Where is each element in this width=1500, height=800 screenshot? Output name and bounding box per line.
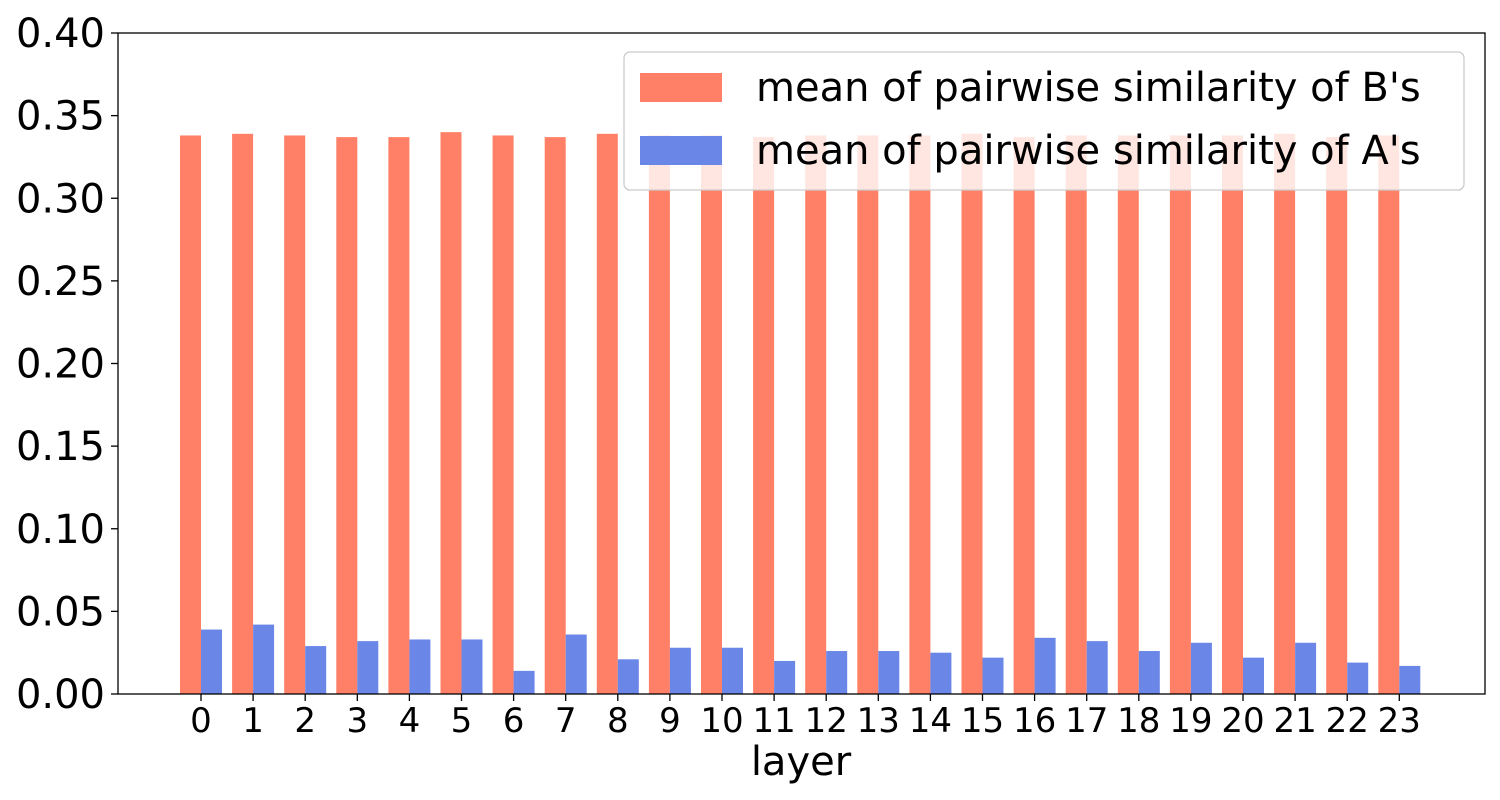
bar-a-layer-2: [305, 646, 327, 694]
bar-a-layer-12: [826, 651, 848, 694]
legend-frame: [623, 51, 1465, 191]
x-tick-label: 3: [346, 701, 368, 741]
x-tick-label: 21: [1273, 701, 1316, 741]
x-tick-label: 22: [1326, 701, 1369, 741]
bar-b-layer-19: [1169, 135, 1191, 694]
x-tick-label: 10: [700, 701, 743, 741]
bar-b-layer-18: [1117, 135, 1139, 694]
bar-a-layer-13: [878, 651, 900, 694]
bar-a-layer-7: [565, 634, 587, 694]
bar-a-layer-0: [201, 629, 222, 694]
y-tick-label: 0.05: [16, 589, 105, 635]
x-tick-label: 9: [659, 701, 681, 741]
x-tick-label: 8: [607, 701, 629, 741]
bar-a-layer-8: [617, 659, 639, 694]
x-tick-label: 14: [909, 701, 952, 741]
series-a-bars: [201, 624, 1421, 694]
bar-b-layer-15: [961, 133, 983, 695]
x-tick-label: 1: [242, 701, 264, 741]
bar-b-layer-7: [544, 137, 566, 695]
bar-a-layer-16: [1034, 637, 1056, 694]
y-tick-label: 0.30: [16, 176, 105, 222]
bar-a-layer-19: [1190, 642, 1212, 694]
bar-a-layer-18: [1138, 651, 1160, 694]
x-tick-label: 5: [451, 701, 473, 741]
bar-a-layer-11: [774, 660, 796, 694]
x-tick-label: 15: [961, 701, 1004, 741]
bar-a-layer-21: [1295, 642, 1317, 694]
x-tick-label: 12: [805, 701, 848, 741]
legend: mean of pairwise similarity of B's mean …: [623, 51, 1465, 191]
y-axis: 0.00 0.05 0.10 0.15 0.20 0.25 0.30 0.35 0.40: [16, 11, 118, 718]
x-tick-label: 18: [1117, 701, 1160, 741]
legend-swatch-b: [640, 73, 722, 102]
x-tick-label: 13: [857, 701, 900, 741]
x-tick-label: 6: [503, 701, 525, 741]
x-tick-label: 16: [1013, 701, 1056, 741]
x-axis: 0 1 2 3 4 5 6 7 8 9 10 11 12 13 14 15 16 17 18 19 20 21 22 23: [190, 694, 1421, 741]
series-b-bars: [180, 132, 1400, 695]
x-tick-label: 7: [555, 701, 577, 741]
bar-a-layer-23: [1399, 665, 1421, 694]
bar-b-layer-16: [1013, 137, 1035, 695]
y-tick-label: 0.40: [16, 11, 105, 57]
bar-b-layer-6: [492, 135, 514, 694]
bar-b-layer-0: [180, 135, 201, 694]
bar-b-layer-1: [232, 133, 254, 695]
bar-b-layer-23: [1378, 135, 1400, 694]
bar-b-layer-17: [1065, 135, 1087, 694]
bar-b-layer-22: [1326, 137, 1348, 695]
bar-b-layer-3: [336, 137, 358, 695]
y-tick-label: 0.15: [16, 424, 105, 470]
bar-b-layer-13: [857, 135, 879, 694]
x-tick-label: 23: [1378, 701, 1421, 741]
bar-a-layer-6: [513, 670, 535, 694]
bar-b-layer-5: [440, 132, 462, 694]
x-tick-label: 2: [294, 701, 316, 741]
y-tick-label: 0.25: [16, 259, 105, 305]
y-tick-label: 0.20: [16, 342, 105, 388]
y-tick-label: 0.10: [16, 507, 105, 553]
bar-a-layer-15: [982, 657, 1004, 694]
x-tick-label: 4: [399, 701, 421, 741]
bar-a-layer-5: [461, 639, 483, 694]
bar-b-layer-11: [753, 137, 775, 695]
bar-a-layer-10: [722, 647, 743, 694]
bar-a-layer-4: [409, 639, 431, 694]
x-tick-label: 19: [1169, 701, 1212, 741]
legend-label-b: mean of pairwise similarity of B's: [756, 65, 1421, 111]
bar-b-layer-9: [648, 135, 670, 694]
y-tick-label: 0.35: [16, 94, 105, 140]
bar-b-layer-20: [1222, 135, 1243, 694]
bar-a-layer-3: [357, 641, 379, 694]
bar-a-layer-20: [1243, 657, 1264, 694]
x-tick-label: 17: [1065, 701, 1108, 741]
legend-label-a: mean of pairwise similarity of A's: [756, 128, 1421, 174]
bar-b-layer-12: [805, 135, 827, 694]
bar-a-layer-14: [930, 652, 952, 694]
bar-b-layer-14: [909, 135, 931, 694]
x-tick-label: 20: [1221, 701, 1264, 741]
x-tick-label: 0: [190, 701, 212, 741]
y-tick-label: 0.00: [16, 672, 105, 718]
bar-b-layer-4: [388, 137, 410, 695]
bar-b-layer-10: [701, 135, 722, 694]
bar-a-layer-22: [1347, 662, 1369, 694]
legend-swatch-a: [640, 136, 722, 165]
bar-a-layer-17: [1086, 641, 1108, 694]
bar-a-layer-9: [669, 647, 691, 694]
x-axis-label: layer: [751, 739, 852, 785]
bar-b-layer-8: [596, 133, 618, 695]
x-tick-label: 11: [752, 701, 795, 741]
bar-a-layer-1: [253, 624, 275, 694]
bar-b-layer-21: [1274, 133, 1296, 695]
bar-b-layer-2: [284, 135, 306, 694]
